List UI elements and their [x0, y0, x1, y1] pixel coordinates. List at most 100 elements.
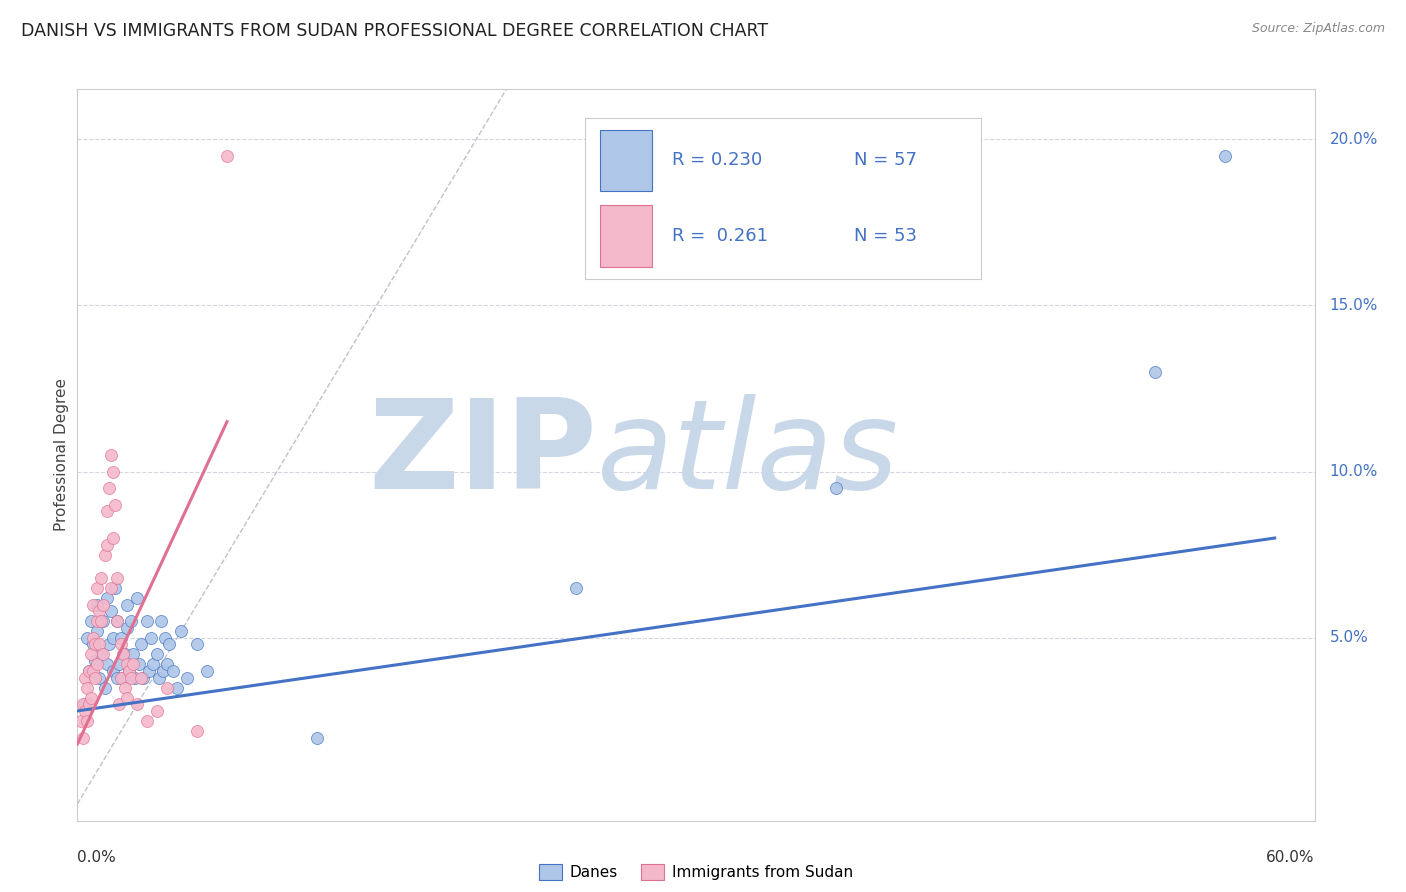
Point — [103, 664, 125, 678]
Point — [100, 604, 122, 618]
Point — [75, 698, 97, 712]
Point — [176, 671, 198, 685]
Point — [115, 657, 138, 672]
Point — [565, 581, 588, 595]
Point — [100, 448, 122, 462]
Point — [70, 714, 93, 728]
Text: atlas: atlas — [598, 394, 898, 516]
Point — [156, 681, 179, 695]
Point — [104, 581, 127, 595]
Point — [84, 637, 107, 651]
Point — [100, 581, 122, 595]
Point — [103, 631, 125, 645]
Point — [120, 671, 142, 685]
Point — [110, 631, 132, 645]
Point — [124, 671, 146, 685]
Point — [153, 631, 176, 645]
Point — [108, 698, 131, 712]
Text: 20.0%: 20.0% — [1330, 132, 1378, 146]
Point — [824, 481, 846, 495]
Point — [128, 657, 150, 672]
Point — [86, 581, 108, 595]
Legend: Danes, Immigrants from Sudan: Danes, Immigrants from Sudan — [533, 858, 859, 886]
Point — [91, 614, 114, 628]
Point — [115, 598, 138, 612]
Point — [127, 698, 149, 712]
Y-axis label: Professional Degree: Professional Degree — [53, 378, 69, 532]
Point — [94, 548, 117, 562]
Point — [170, 624, 193, 639]
Text: 0.0%: 0.0% — [77, 850, 117, 865]
Point — [105, 571, 128, 585]
Point — [114, 681, 136, 695]
Point — [141, 631, 163, 645]
Point — [82, 637, 104, 651]
Point — [86, 598, 108, 612]
Point — [76, 681, 98, 695]
Point — [72, 731, 94, 745]
Point — [129, 671, 152, 685]
Point — [115, 621, 138, 635]
Point — [80, 614, 103, 628]
Point — [90, 571, 112, 585]
Point — [76, 714, 98, 728]
Text: 15.0%: 15.0% — [1330, 298, 1378, 313]
Point — [146, 704, 169, 718]
Point — [96, 504, 118, 518]
Point — [91, 598, 114, 612]
Point — [108, 657, 131, 672]
Point — [84, 671, 107, 685]
Point — [80, 648, 103, 662]
Point — [94, 681, 117, 695]
Point — [79, 664, 101, 678]
Point — [120, 614, 142, 628]
Text: N = 53: N = 53 — [853, 227, 917, 245]
Point — [82, 598, 104, 612]
Point — [105, 671, 128, 685]
Point — [136, 714, 159, 728]
Text: N = 57: N = 57 — [853, 152, 917, 169]
Point — [162, 664, 184, 678]
Point — [86, 614, 108, 628]
Point — [122, 648, 145, 662]
FancyBboxPatch shape — [600, 129, 652, 191]
Point — [82, 664, 104, 678]
Point — [89, 637, 111, 651]
Point — [150, 614, 173, 628]
Text: R =  0.261: R = 0.261 — [672, 227, 768, 245]
Point — [91, 648, 114, 662]
Point — [90, 614, 112, 628]
Point — [96, 591, 118, 605]
Point — [114, 648, 136, 662]
FancyBboxPatch shape — [600, 205, 652, 267]
Point — [1143, 365, 1166, 379]
Text: Source: ZipAtlas.com: Source: ZipAtlas.com — [1251, 22, 1385, 36]
Point — [90, 648, 112, 662]
Point — [96, 657, 118, 672]
Text: DANISH VS IMMIGRANTS FROM SUDAN PROFESSIONAL DEGREE CORRELATION CHART: DANISH VS IMMIGRANTS FROM SUDAN PROFESSI… — [21, 22, 768, 40]
Point — [82, 631, 104, 645]
Point — [103, 531, 125, 545]
Point — [127, 591, 149, 605]
Text: 5.0%: 5.0% — [1330, 631, 1368, 645]
Point — [112, 671, 135, 685]
Point — [104, 498, 127, 512]
Point — [142, 657, 165, 672]
Point — [110, 671, 132, 685]
Point — [186, 637, 208, 651]
Point — [96, 538, 118, 552]
Point — [89, 671, 111, 685]
Point — [215, 149, 238, 163]
Point — [186, 723, 208, 738]
Point — [305, 731, 328, 745]
Point — [103, 465, 125, 479]
Point — [132, 671, 155, 685]
Point — [75, 704, 97, 718]
Point — [76, 631, 98, 645]
Point — [1213, 149, 1236, 163]
Point — [136, 614, 159, 628]
Point — [115, 690, 138, 705]
Point — [98, 481, 121, 495]
Point — [72, 698, 94, 712]
Point — [148, 671, 170, 685]
